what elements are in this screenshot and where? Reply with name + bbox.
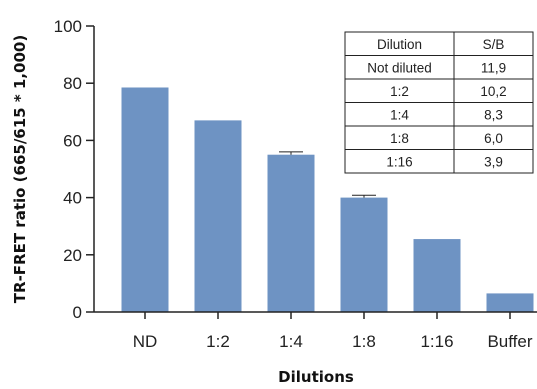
y-tick-label: 60 <box>63 131 82 150</box>
x-tick-label: 1:16 <box>420 332 453 351</box>
bar <box>413 239 461 312</box>
y-tick-label: 40 <box>63 189 82 208</box>
table-cell: 3,9 <box>484 154 503 169</box>
table-cell: 10,2 <box>480 84 506 99</box>
y-tick-label: 0 <box>73 303 82 322</box>
bar <box>486 293 534 312</box>
y-tick-label: 100 <box>54 17 82 36</box>
table-header-cell: Dilution <box>377 37 422 52</box>
y-tick-label: 20 <box>63 246 82 265</box>
bar <box>340 197 388 312</box>
table-cell: 11,9 <box>481 60 506 75</box>
table-cell: 1:4 <box>390 107 409 122</box>
table-cell: 8,3 <box>484 107 503 122</box>
x-axis-title: Dilutions <box>278 368 354 386</box>
table-cell: 1:2 <box>390 84 409 99</box>
bar <box>267 154 315 312</box>
x-ticks: ND 1:2 1:4 1:8 1:16 Buffer <box>133 312 533 351</box>
x-tick-label: 1:2 <box>206 332 230 351</box>
axes <box>93 26 537 313</box>
table-cell: 1:16 <box>386 154 412 169</box>
bars <box>121 87 534 313</box>
y-axis-title: TR-FRET ratio (665/615 * 1,000) <box>11 35 29 303</box>
sb-table: Dilution S/B Not diluted 11,9 1:2 10,2 1:4 8,3 1… <box>344 31 534 174</box>
table-cell: 6,0 <box>484 131 503 146</box>
x-tick-label: ND <box>133 332 158 351</box>
x-tick-label: 1:8 <box>352 332 376 351</box>
bar <box>194 120 242 312</box>
table-cell: Not diluted <box>367 60 432 75</box>
y-ticks: 0 20 40 60 80 100 <box>54 17 94 322</box>
error-bars <box>279 151 376 198</box>
table-header-cell: S/B <box>483 37 505 52</box>
x-tick-label: Buffer <box>487 332 532 351</box>
x-tick-label: 1:4 <box>279 332 303 351</box>
y-tick-label: 80 <box>63 74 82 93</box>
bar <box>121 87 169 313</box>
table-cell: 1:8 <box>390 131 409 146</box>
